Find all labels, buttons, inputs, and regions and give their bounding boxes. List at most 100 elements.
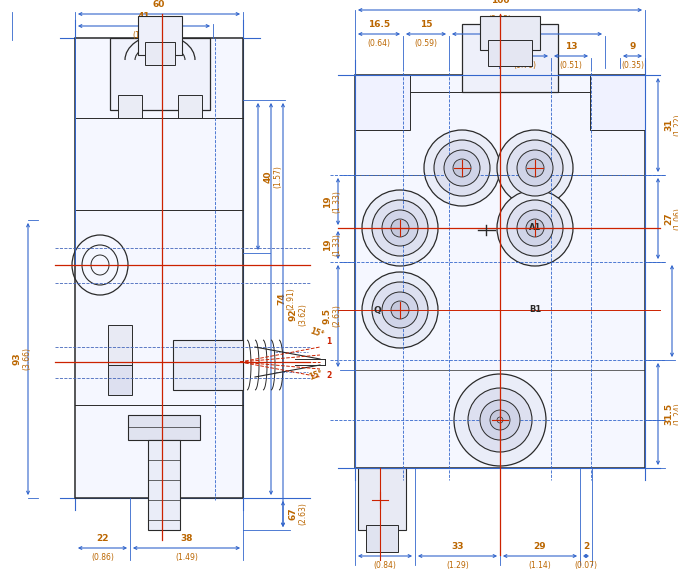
- Bar: [138, 16, 182, 55]
- Bar: [355, 75, 410, 130]
- Text: 15°: 15°: [308, 369, 324, 382]
- Bar: [366, 525, 398, 552]
- Bar: [110, 38, 210, 110]
- Text: 13: 13: [565, 42, 577, 51]
- Text: (0.70): (0.70): [513, 61, 536, 70]
- Bar: [488, 40, 532, 66]
- Bar: [480, 16, 540, 50]
- Circle shape: [497, 190, 573, 266]
- Circle shape: [391, 301, 409, 319]
- Text: 29: 29: [534, 542, 546, 551]
- Circle shape: [453, 159, 471, 177]
- Text: 21.5: 21.5: [374, 542, 396, 551]
- Circle shape: [507, 200, 563, 256]
- Text: (3.66): (3.66): [22, 348, 31, 371]
- Circle shape: [497, 130, 573, 206]
- Text: 38: 38: [180, 534, 193, 543]
- Text: (0.35): (0.35): [621, 61, 644, 70]
- Bar: [118, 95, 142, 118]
- Text: 74: 74: [277, 292, 286, 305]
- Circle shape: [517, 210, 553, 246]
- Bar: [75, 38, 243, 498]
- Text: 22: 22: [96, 534, 108, 543]
- Circle shape: [490, 410, 510, 430]
- Text: 33: 33: [452, 542, 464, 551]
- Bar: [145, 42, 175, 65]
- Circle shape: [362, 272, 438, 348]
- Bar: [108, 365, 132, 395]
- Circle shape: [526, 219, 544, 237]
- Text: (1.49): (1.49): [175, 553, 198, 562]
- Text: 19: 19: [323, 239, 332, 251]
- Text: (1.57): (1.57): [273, 165, 282, 188]
- Circle shape: [507, 140, 563, 196]
- Text: (2.91): (2.91): [286, 288, 295, 311]
- Text: 19: 19: [323, 195, 332, 208]
- Circle shape: [362, 190, 438, 266]
- Text: 31.5: 31.5: [664, 403, 673, 425]
- Text: A1: A1: [529, 223, 541, 232]
- Circle shape: [372, 200, 428, 256]
- Text: 67: 67: [289, 508, 298, 520]
- Bar: [462, 24, 558, 92]
- Bar: [178, 95, 202, 118]
- Text: (1.22): (1.22): [673, 114, 678, 136]
- Text: (1.29): (1.29): [446, 561, 469, 570]
- Circle shape: [454, 374, 546, 466]
- Bar: [173, 340, 243, 390]
- Text: 9: 9: [629, 42, 636, 51]
- Text: 9.5: 9.5: [323, 308, 332, 324]
- Text: (0.59): (0.59): [414, 39, 437, 48]
- Text: (0.64): (0.64): [367, 39, 391, 48]
- Bar: [148, 440, 180, 530]
- Circle shape: [434, 140, 490, 196]
- Text: 15: 15: [420, 20, 433, 29]
- Text: (2.63): (2.63): [298, 502, 307, 525]
- Text: 40: 40: [264, 170, 273, 183]
- Text: (1.61): (1.61): [133, 31, 155, 40]
- Text: 2: 2: [583, 542, 589, 551]
- Text: (0.86): (0.86): [91, 553, 114, 562]
- Circle shape: [517, 150, 553, 186]
- Text: 41: 41: [138, 12, 151, 21]
- Bar: [590, 75, 645, 130]
- Text: (1.33): (1.33): [332, 234, 341, 256]
- Circle shape: [526, 159, 544, 177]
- Circle shape: [382, 292, 418, 328]
- Text: 54: 54: [521, 20, 534, 29]
- Text: B1: B1: [529, 305, 541, 315]
- Text: (2.63): (2.63): [332, 304, 341, 327]
- Text: (1.33): (1.33): [332, 190, 341, 213]
- Bar: [108, 325, 132, 365]
- Text: (0.84): (0.84): [374, 561, 397, 570]
- Text: (1.24): (1.24): [673, 403, 678, 425]
- Text: 18: 18: [519, 42, 532, 51]
- Text: (3.62): (3.62): [298, 304, 307, 327]
- Circle shape: [391, 219, 409, 237]
- Text: 16.5: 16.5: [368, 20, 390, 29]
- Circle shape: [497, 417, 503, 423]
- Text: (2.36): (2.36): [148, 19, 170, 28]
- Text: 60: 60: [153, 0, 165, 9]
- Text: 92: 92: [289, 309, 298, 321]
- Circle shape: [444, 150, 480, 186]
- Text: 15°: 15°: [308, 327, 324, 340]
- Text: (3.93): (3.93): [489, 15, 511, 24]
- Text: 100: 100: [491, 0, 509, 5]
- Text: Q: Q: [373, 305, 381, 315]
- Circle shape: [480, 400, 520, 440]
- Text: 27: 27: [664, 212, 673, 225]
- Text: 93: 93: [13, 353, 22, 365]
- Circle shape: [382, 210, 418, 246]
- Circle shape: [424, 130, 500, 206]
- Circle shape: [468, 388, 532, 452]
- Text: (2.12): (2.12): [516, 39, 538, 48]
- Bar: [128, 415, 200, 440]
- Text: 31: 31: [664, 119, 673, 131]
- Bar: [358, 468, 406, 530]
- Text: (0.51): (0.51): [559, 61, 582, 70]
- Text: 2: 2: [326, 371, 332, 380]
- Text: 1: 1: [326, 337, 332, 346]
- Text: (1.06): (1.06): [673, 207, 678, 230]
- Text: (0.07): (0.07): [574, 561, 597, 570]
